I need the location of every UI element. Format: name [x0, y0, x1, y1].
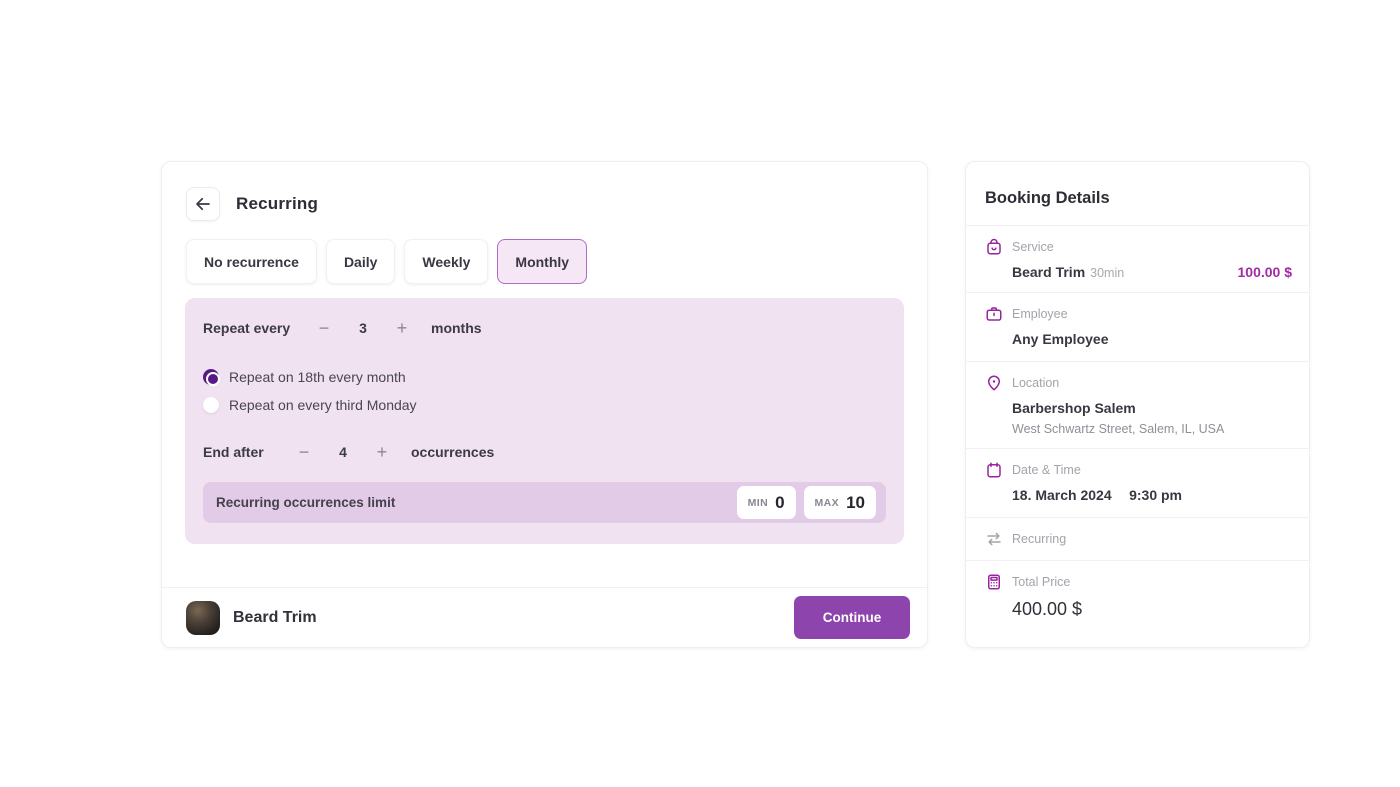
section-datetime-body: 18. March 2024 9:30 pm: [985, 487, 1292, 505]
calendar-icon: [987, 462, 1001, 478]
radio-unselected-icon: [203, 397, 219, 413]
recurrence-tabs: No recurrence Daily Weekly Monthly: [162, 221, 927, 284]
limit-pills: MIN 0 MAX 10: [736, 486, 876, 519]
repeat-every-stepper: Repeat every − 3 + months: [203, 311, 886, 345]
location-pin-icon: [988, 375, 1000, 391]
arrow-left-icon: [196, 197, 210, 211]
recurring-card-header: Recurring: [162, 162, 927, 221]
service-name: Beard Trim: [1012, 264, 1086, 280]
section-datetime-head: Date & Time: [985, 461, 1292, 479]
service-price: 100.00 $: [1237, 264, 1293, 280]
booking-details-card: Booking Details Service Beard Trim 30min…: [965, 161, 1310, 648]
employee-value: Any Employee: [1012, 331, 1109, 347]
min-label: MIN: [747, 496, 769, 509]
employee-label: Employee: [1012, 307, 1068, 321]
repeat-every-plus-icon[interactable]: +: [385, 319, 419, 337]
radio-repeat-on-weekday[interactable]: Repeat on every third Monday: [203, 395, 886, 415]
section-location-body: Barbershop Salem West Schwartz Street, S…: [985, 400, 1292, 436]
recurring-label: Recurring: [1012, 532, 1067, 546]
radio-repeat-on-date-label: Repeat on 18th every month: [229, 369, 406, 385]
section-total-head: Total Price: [985, 573, 1292, 591]
datetime-date: 18. March 2024: [1012, 487, 1112, 503]
tab-weekly[interactable]: Weekly: [404, 239, 489, 284]
recurring-arrows-icon: [987, 532, 1001, 546]
tab-no-recurrence[interactable]: No recurrence: [186, 239, 317, 284]
calculator-icon: [988, 574, 1000, 590]
max-occurrences-pill: MAX 10: [803, 486, 876, 519]
min-occurrences-pill: MIN 0: [736, 486, 796, 519]
repeat-every-label: Repeat every: [203, 320, 291, 336]
location-address: West Schwartz Street, Salem, IL, USA: [1012, 422, 1225, 436]
tab-daily[interactable]: Daily: [325, 239, 396, 284]
location-label: Location: [1012, 376, 1060, 390]
section-total-price: Total Price 400.00 $: [966, 560, 1309, 632]
page-title: Recurring: [236, 194, 319, 213]
datetime-label: Date & Time: [1012, 463, 1081, 477]
footer-service-name: Beard Trim: [233, 608, 317, 626]
max-value: 10: [846, 492, 865, 512]
service-avatar: [186, 600, 220, 635]
continue-button[interactable]: Continue: [794, 596, 910, 639]
section-service-body: Beard Trim 30min 100.00 $: [985, 264, 1292, 280]
min-value: 0: [775, 492, 785, 512]
end-after-plus-icon[interactable]: +: [365, 443, 399, 461]
end-after-label: End after: [203, 444, 264, 460]
section-recurring-head: Recurring: [985, 530, 1292, 548]
radio-selected-icon: [203, 369, 220, 386]
back-button[interactable]: [186, 187, 220, 221]
booking-details-title: Booking Details: [985, 189, 1110, 207]
occurrences-limit-label: Recurring occurrences limit: [216, 495, 396, 510]
radio-repeat-on-weekday-label: Repeat on every third Monday: [229, 397, 417, 413]
total-price-label: Total Price: [1012, 575, 1071, 589]
repeat-every-unit: months: [431, 320, 482, 336]
occurrences-limit-bar: Recurring occurrences limit MIN 0 MAX 10: [203, 482, 886, 523]
section-location-head: Location: [985, 374, 1292, 392]
total-price-value: 400.00 $: [1012, 599, 1083, 619]
monthly-pattern-radio-group: Repeat on 18th every month Repeat on eve…: [203, 367, 886, 415]
repeat-every-value: 3: [359, 320, 367, 336]
service-duration: 30min: [1090, 266, 1125, 280]
section-employee-head: Employee: [985, 305, 1292, 323]
section-location: Location Barbershop Salem West Schwartz …: [966, 361, 1309, 448]
recurring-card: Recurring No recurrence Daily Weekly Mon…: [161, 161, 928, 648]
end-after-value: 4: [339, 444, 347, 460]
section-service: Service Beard Trim 30min 100.00 $: [966, 225, 1309, 292]
service-label: Service: [1012, 240, 1054, 254]
location-name: Barbershop Salem: [1012, 400, 1136, 416]
section-datetime: Date & Time 18. March 2024 9:30 pm: [966, 448, 1309, 517]
section-service-head: Service: [985, 238, 1292, 256]
datetime-time: 9:30 pm: [1129, 487, 1182, 503]
section-total-body: 400.00 $: [985, 599, 1292, 620]
recurrence-settings-panel: Repeat every − 3 + months Repeat on 18th…: [185, 298, 904, 544]
max-label: MAX: [814, 496, 840, 509]
section-employee: Employee Any Employee: [966, 292, 1309, 361]
end-after-minus-icon[interactable]: −: [287, 443, 321, 461]
service-bag-icon: [987, 238, 1001, 255]
repeat-every-minus-icon[interactable]: −: [307, 319, 341, 337]
end-after-unit: occurrences: [411, 444, 495, 460]
radio-repeat-on-date[interactable]: Repeat on 18th every month: [203, 367, 886, 387]
employee-briefcase-icon: [986, 307, 1002, 321]
section-employee-body: Any Employee: [985, 331, 1292, 349]
tab-monthly[interactable]: Monthly: [497, 239, 588, 284]
end-after-stepper: End after − 4 + occurrences: [203, 435, 886, 469]
recurring-card-footer: Beard Trim Continue: [162, 587, 927, 647]
section-recurring: Recurring: [966, 517, 1309, 560]
